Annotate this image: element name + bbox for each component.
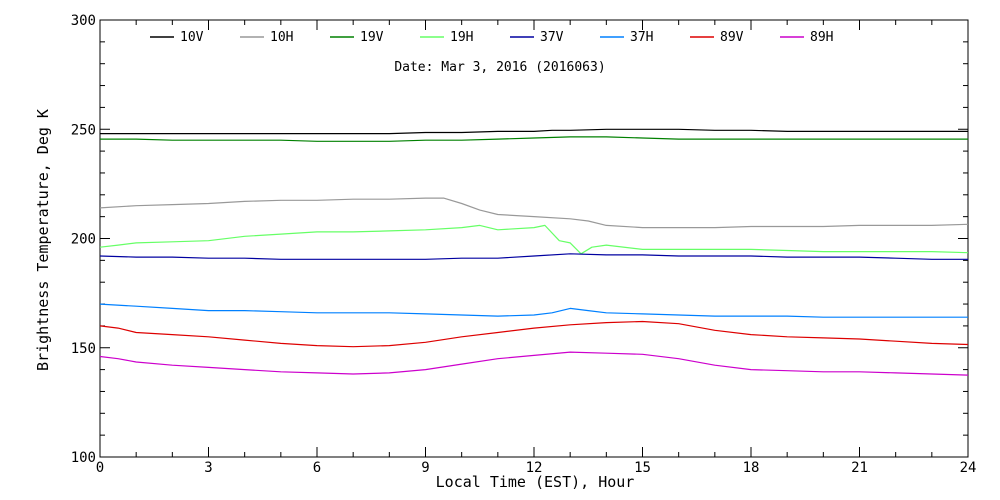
x-tick-label: 21	[851, 460, 868, 476]
legend-label-37h: 37H	[630, 30, 653, 45]
x-tick-label: 18	[743, 460, 760, 476]
y-tick-label: 100	[71, 450, 96, 466]
legend-label-19h: 19H	[450, 30, 473, 45]
series-line-89v	[99, 320, 969, 348]
series-lines	[99, 128, 969, 376]
series-line-10h	[99, 197, 969, 229]
x-tick-label: 12	[526, 460, 543, 476]
legend-label-19v: 19V	[360, 30, 384, 45]
x-tick-label: 6	[313, 460, 321, 476]
y-tick-label: 250	[71, 122, 96, 138]
legend-label-89v: 89V	[720, 30, 744, 45]
y-tick-label: 300	[71, 13, 96, 29]
series-line-19h	[99, 224, 969, 255]
series-line-19v	[100, 136, 968, 142]
legend-label-10v: 10V	[180, 30, 204, 45]
x-tick-label: 3	[204, 460, 212, 476]
x-tick-label: 0	[96, 460, 104, 476]
legend-label-10h: 10H	[270, 30, 293, 45]
x-tick-label: 15	[634, 460, 651, 476]
y-axis-title: Brightness Temperature, Deg K	[34, 109, 52, 371]
series-line-10v	[100, 128, 968, 135]
x-tick-label: 9	[421, 460, 429, 476]
y-tick-label: 200	[71, 232, 96, 248]
series-line-37h	[99, 303, 968, 318]
y-tick-label: 150	[71, 341, 96, 357]
legend-label-89h: 89H	[810, 30, 833, 45]
date-annotation: Date: Mar 3, 2016 (2016063)	[394, 60, 605, 75]
axis-ticks: 0 3 6 9 12 15 18 21 24 100 150 200 250 300	[71, 13, 977, 476]
legend-label-37v: 37V	[540, 30, 564, 45]
series-line-37v	[99, 253, 968, 260]
x-tick-label: 24	[960, 460, 977, 476]
legend: 10V 10H 19V 19H 37V 37H 89V 89H	[150, 30, 833, 45]
series-line-89h	[99, 351, 969, 376]
x-axis-title: Local Time (EST), Hour	[436, 473, 635, 491]
